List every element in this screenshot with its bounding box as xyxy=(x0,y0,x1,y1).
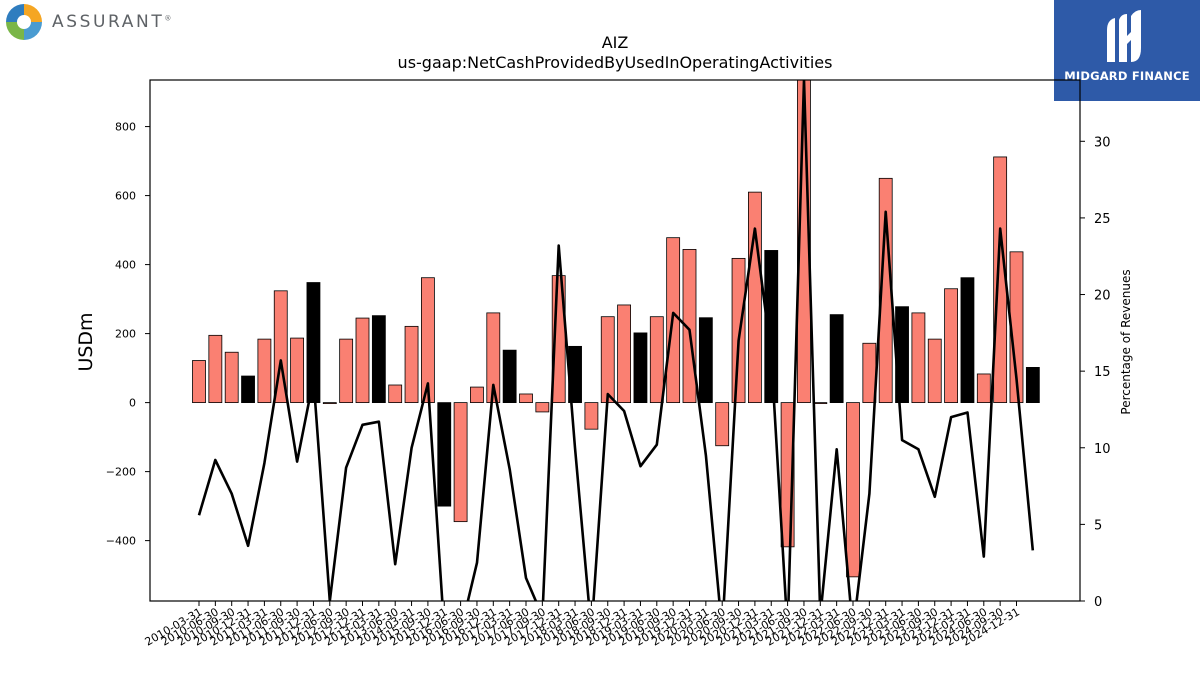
bar xyxy=(960,277,975,404)
bar xyxy=(208,334,223,404)
bar xyxy=(470,386,484,404)
y-tick-label: 800 xyxy=(115,121,136,134)
bar xyxy=(306,282,321,404)
bar xyxy=(519,393,533,404)
bar xyxy=(911,312,926,404)
bar xyxy=(976,373,991,404)
bar xyxy=(829,314,844,404)
y2-tick-label: 0 xyxy=(1094,595,1102,610)
bar xyxy=(486,312,501,404)
bar xyxy=(453,402,468,523)
bar xyxy=(371,315,386,404)
y2-tick-label: 25 xyxy=(1094,212,1111,227)
bar xyxy=(192,360,206,404)
bar xyxy=(748,191,762,404)
assurant-logo: ASSURANT® xyxy=(6,4,171,40)
chart-title: AIZ xyxy=(602,33,629,52)
bar-group xyxy=(192,79,1040,578)
y2-tick-label: 20 xyxy=(1094,289,1111,304)
plot-frame xyxy=(149,79,1081,602)
bar xyxy=(715,402,730,447)
bar xyxy=(846,402,860,578)
midgard-finance-logo: MIDGARD FINANCE xyxy=(1054,0,1200,101)
y-axis-right: 0 5 10 15 20 25 30 xyxy=(1080,135,1111,610)
y-axis-label: USDm xyxy=(75,312,97,371)
assurant-logo-text: ASSURANT® xyxy=(52,12,172,32)
y-tick-label: 200 xyxy=(115,328,136,341)
bar xyxy=(355,317,370,404)
line-group xyxy=(197,80,1035,601)
y-tick-label: 0 xyxy=(129,397,136,410)
y2-tick-label: 15 xyxy=(1094,365,1111,380)
bar xyxy=(617,304,631,404)
bar xyxy=(600,316,615,404)
bar xyxy=(404,325,419,404)
y2-tick-label: 10 xyxy=(1094,442,1111,457)
bar xyxy=(224,351,239,404)
y2-tick-label: 5 xyxy=(1094,518,1102,533)
bar xyxy=(322,402,337,405)
bar xyxy=(698,317,713,404)
y2-tick-label: 30 xyxy=(1094,135,1111,150)
midgard-logo-icon xyxy=(1107,10,1141,62)
bar xyxy=(241,375,255,404)
y-tick-label: −400 xyxy=(106,535,136,548)
bar xyxy=(764,250,779,404)
bar xyxy=(290,337,305,404)
bar xyxy=(502,349,517,404)
bar xyxy=(1025,367,1040,404)
bar xyxy=(257,338,272,404)
bar xyxy=(649,316,664,404)
midgard-logo-text: MIDGARD FINANCE xyxy=(1064,69,1190,83)
assurant-logo-icon xyxy=(6,4,42,40)
bar xyxy=(584,402,599,430)
bar xyxy=(731,257,746,404)
bar xyxy=(944,288,958,404)
bar xyxy=(927,338,942,404)
bar xyxy=(535,402,550,413)
percentage-line xyxy=(197,80,1035,601)
bar xyxy=(339,338,354,404)
y-axis-left: −400 −200 0 200 400 600 800 xyxy=(106,121,150,548)
x-axis: 2010-03-312010-06-302010-09-302010-12-31… xyxy=(143,601,1022,649)
bar xyxy=(437,402,452,507)
y-tick-label: 400 xyxy=(115,259,136,272)
bar xyxy=(633,332,648,404)
y-tick-label: 600 xyxy=(115,190,136,203)
bar xyxy=(388,384,403,404)
y-tick-label: −200 xyxy=(106,466,136,479)
chart-subtitle: us-gaap:NetCashProvidedByUsedInOperating… xyxy=(398,53,833,72)
y2-axis-label: Percentage of Revenues xyxy=(1119,269,1133,414)
bar xyxy=(813,402,828,405)
